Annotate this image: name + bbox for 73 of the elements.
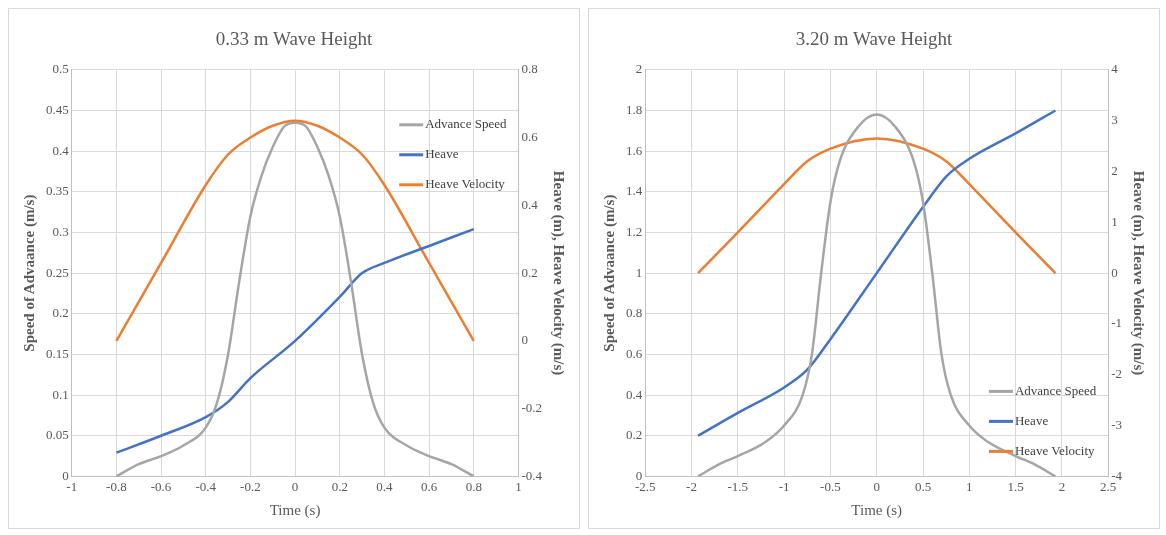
y2-tick-label: 0.2 bbox=[521, 264, 538, 280]
y2-tick-label: 3 bbox=[1111, 112, 1118, 128]
y2-tick-label: -3 bbox=[1111, 417, 1123, 432]
x-tick-label: -1 bbox=[66, 478, 78, 494]
y-tick-label: 0.2 bbox=[52, 305, 69, 321]
y-tick-label: 0.1 bbox=[52, 386, 69, 402]
y2-tick-label: -0.4 bbox=[521, 467, 543, 483]
x-tick-label: 0.2 bbox=[331, 478, 348, 494]
y-tick-label: 2 bbox=[635, 61, 643, 77]
y2-tick-label: 0 bbox=[521, 332, 528, 348]
y2-tick-label: -2 bbox=[1111, 366, 1123, 382]
x-tick-label: 0.5 bbox=[914, 478, 932, 494]
y-tick-label: 0 bbox=[62, 467, 69, 483]
y2-tick-label: 4 bbox=[1111, 61, 1119, 77]
x-tick-label: 1 bbox=[515, 478, 522, 494]
legend-label: Advance Speed bbox=[425, 116, 507, 132]
legend-label: Heave bbox=[1014, 412, 1049, 428]
x-tick-label: -1.5 bbox=[727, 478, 749, 494]
y2-tick-label: -0.2 bbox=[521, 400, 543, 416]
legend-label: Advance Speed bbox=[1014, 382, 1097, 398]
y-tick-label: 0.4 bbox=[626, 386, 643, 402]
x-axis-title: Time (s) bbox=[851, 501, 903, 519]
y2-tick-label: 0.6 bbox=[521, 128, 539, 144]
y-tick-label: 0.45 bbox=[46, 101, 69, 117]
x-tick-label: 1 bbox=[966, 478, 973, 494]
y2-tick-label: 2 bbox=[1111, 162, 1118, 178]
y2-axis-title: Heave (m), Heave Velocity (m/s) bbox=[550, 170, 568, 376]
y-tick-label: 0.05 bbox=[46, 427, 69, 443]
y-tick-label: 0.2 bbox=[626, 427, 643, 443]
y2-tick-label: 0.4 bbox=[521, 196, 539, 212]
y-tick-label: 0.5 bbox=[52, 61, 69, 77]
x-axis-title: Time (s) bbox=[269, 501, 321, 519]
chart-title: 3.20 m Wave Height bbox=[795, 28, 953, 50]
y-tick-label: 0.4 bbox=[52, 142, 70, 158]
y-axis-title: Speed of Advaance (m/s) bbox=[600, 194, 618, 352]
y-tick-label: 1.4 bbox=[626, 183, 643, 199]
y2-tick-label: 1 bbox=[1111, 213, 1118, 229]
y-axis-title: Speed of Advaance (m/s) bbox=[20, 194, 38, 352]
y-tick-label: 1.6 bbox=[626, 142, 643, 158]
x-tick-label: 0 bbox=[873, 478, 880, 494]
y2-axis-title: Heave (m), Heave Velocity (m/s) bbox=[1130, 170, 1148, 376]
x-tick-label: -0.6 bbox=[150, 478, 172, 494]
y-tick-label: 0.15 bbox=[46, 345, 69, 361]
y-tick-label: 0.8 bbox=[626, 305, 643, 321]
x-tick-label: 2 bbox=[1058, 478, 1066, 494]
y-tick-label: 0.3 bbox=[52, 223, 69, 239]
legend-label: Heave Velocity bbox=[1014, 442, 1095, 458]
y2-tick-label: 0 bbox=[1111, 264, 1118, 280]
x-tick-label: 0.4 bbox=[376, 478, 394, 494]
x-tick-label: -1 bbox=[778, 478, 790, 494]
chart-title: 0.33 m Wave Height bbox=[215, 28, 373, 50]
legend-label: Heave Velocity bbox=[425, 176, 506, 192]
y-tick-label: 1.2 bbox=[626, 223, 643, 239]
x-tick-label: -0.5 bbox=[820, 478, 841, 494]
x-tick-label: 0.6 bbox=[420, 478, 438, 494]
y-tick-label: 1.8 bbox=[626, 101, 643, 117]
x-tick-label: -0.2 bbox=[240, 478, 261, 494]
x-tick-label: -2 bbox=[686, 478, 697, 494]
y2-tick-label: 0.8 bbox=[521, 61, 538, 77]
y-tick-label: 0.35 bbox=[46, 183, 69, 199]
x-tick-label: -0.8 bbox=[106, 478, 127, 494]
y-tick-label: 0.25 bbox=[46, 264, 69, 280]
legend-label: Heave bbox=[425, 146, 459, 162]
y-tick-label: 1 bbox=[635, 264, 643, 280]
y-tick-label: 0 bbox=[635, 467, 643, 483]
line-series bbox=[115, 227, 475, 454]
y-tick-label: 0.6 bbox=[626, 345, 643, 361]
y2-tick-label: -1 bbox=[1111, 315, 1123, 331]
x-tick-label: 0 bbox=[291, 478, 299, 494]
x-tick-label: 0.8 bbox=[465, 478, 482, 494]
line-series bbox=[696, 137, 1057, 275]
x-tick-label: -0.4 bbox=[195, 478, 217, 494]
x-tick-label: 1.5 bbox=[1007, 478, 1024, 494]
